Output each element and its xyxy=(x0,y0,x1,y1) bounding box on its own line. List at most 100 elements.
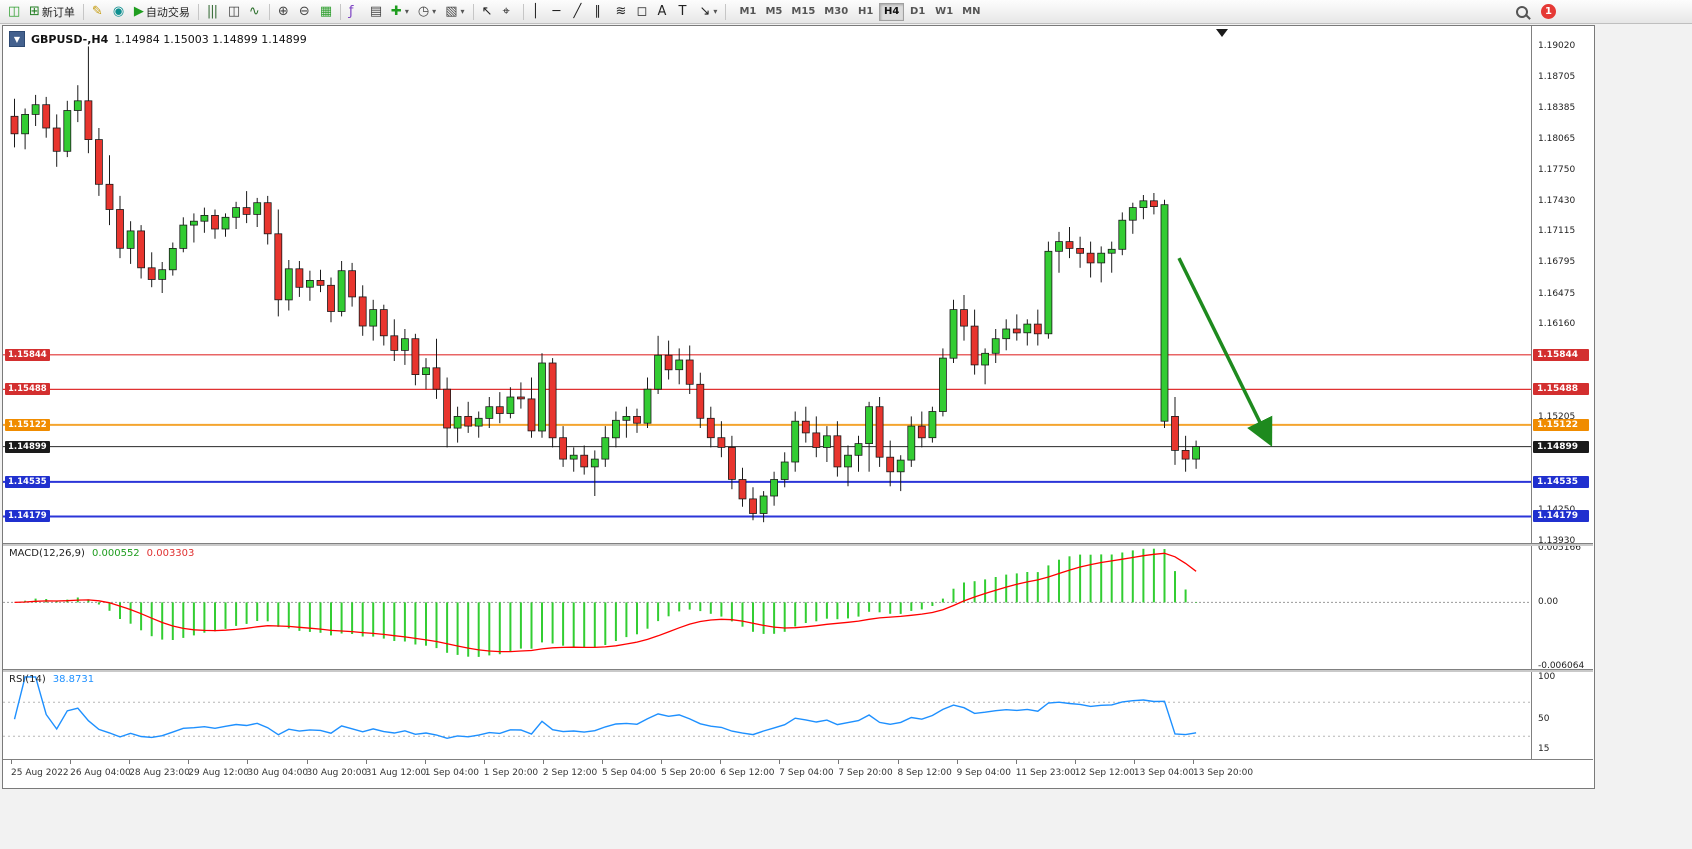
tile-windows-button[interactable]: ▦ xyxy=(316,2,336,22)
time-tick xyxy=(1193,760,1194,764)
timeframe-h1-button[interactable]: H1 xyxy=(853,3,878,21)
macd-value-signal: 0.003303 xyxy=(146,548,195,559)
bar-chart-button[interactable]: ||| xyxy=(203,2,223,22)
time-label: 26 Aug 04:00 xyxy=(70,768,131,778)
panel-splitter[interactable] xyxy=(3,543,1593,546)
fibonacci-icon: ≋ xyxy=(615,4,627,19)
timeframe-d1-button[interactable]: D1 xyxy=(905,3,930,21)
price-tag-right: 1.15488 xyxy=(1533,383,1589,395)
timeframe-m5-button[interactable]: M5 xyxy=(761,3,786,21)
rsi-axis-label: 50 xyxy=(1538,714,1550,724)
time-label: 7 Sep 04:00 xyxy=(779,768,834,778)
time-label: 1 Sep 20:00 xyxy=(483,768,539,778)
channel-button[interactable]: ∥ xyxy=(591,2,611,22)
rsi-panel-canvas[interactable] xyxy=(3,671,1531,759)
chart-window-icon-icon: ◫ xyxy=(8,4,20,19)
horizontal-lines xyxy=(3,354,1531,518)
chart-shift-marker[interactable] xyxy=(1216,29,1228,37)
price-tick: 1.18705 xyxy=(1538,72,1576,82)
search-button[interactable] xyxy=(1512,2,1532,22)
trendline-button[interactable]: ╱ xyxy=(570,2,590,22)
price-tick: 1.17430 xyxy=(1538,196,1576,206)
rsi-axis-label: 100 xyxy=(1538,672,1556,682)
shapes-icon: ◻ xyxy=(636,4,648,19)
objects-list-button[interactable]: ▤ xyxy=(366,2,386,22)
crosshair-button[interactable]: ⌖ xyxy=(499,2,519,22)
shapes-button[interactable]: ◻ xyxy=(633,2,653,22)
macd-value-main: 0.000552 xyxy=(91,548,140,559)
cursor-icon: ↖ xyxy=(481,4,493,19)
timeframe-m15-button[interactable]: M15 xyxy=(787,3,819,21)
time-tick xyxy=(188,760,190,764)
text-button[interactable]: A xyxy=(654,2,674,22)
toolbar-separator xyxy=(522,3,524,20)
vertical-line-button[interactable]: │ xyxy=(528,2,548,22)
line-chart-button[interactable]: ∿ xyxy=(245,2,265,22)
price-scale[interactable]: 1.19020 1.18705 1.18385 1.18065 1.17750 1.174… xyxy=(1531,26,1593,759)
fibonacci-button[interactable]: ≋ xyxy=(612,2,632,22)
toolbar-separator xyxy=(725,3,727,20)
macd-axis-label: -0.006064 xyxy=(1538,661,1585,671)
notification-badge[interactable]: 1 xyxy=(1541,4,1556,19)
templates-button[interactable]: ▧ ▾ xyxy=(441,2,468,22)
autotrading-button[interactable]: ▶ 自动交易 xyxy=(130,2,194,22)
metaeditor-button[interactable]: ✎ xyxy=(88,2,108,22)
time-tick xyxy=(11,760,12,764)
periods-button[interactable]: ◷ ▾ xyxy=(414,2,440,22)
chart-window-icon: ◫ xyxy=(4,2,24,22)
macd-axis-label: 0.00 xyxy=(1538,597,1559,607)
price-tag-right: 1.15844 xyxy=(1533,349,1589,361)
toolbar-right: 1 xyxy=(1512,2,1556,22)
time-label: 25 Aug 2022 xyxy=(11,768,69,778)
chevron-down-icon: ▾ xyxy=(432,7,437,16)
add-indicator-button[interactable]: ✚ ▾ xyxy=(387,2,413,22)
time-label: 30 Aug 04:00 xyxy=(247,768,309,778)
time-axis[interactable]: 25 Aug 2022 26 Aug 04:00 28 Aug 23:00 29 Au… xyxy=(3,759,1593,787)
rsi-label: RSI(14) xyxy=(9,674,46,685)
zoom-out-button[interactable]: ⊖ xyxy=(295,2,315,22)
bar-chart-icon: ||| xyxy=(206,4,218,19)
timeframe-m30-button[interactable]: M30 xyxy=(820,3,852,21)
one-click-trading-button[interactable]: ▼ xyxy=(9,31,25,47)
toolbar-separator xyxy=(472,3,474,20)
price-tag-right: 1.14899 xyxy=(1533,441,1589,453)
rsi-axis-label: 15 xyxy=(1538,744,1550,754)
panel-splitter[interactable] xyxy=(3,669,1593,672)
time-label: 31 Aug 12:00 xyxy=(365,768,427,778)
time-label: 12 Sep 12:00 xyxy=(1074,768,1135,778)
new-order-button[interactable]: ⊞ 新订单 xyxy=(25,2,79,22)
macd-panel-canvas[interactable] xyxy=(3,545,1531,669)
timeframe-w1-button[interactable]: W1 xyxy=(931,3,957,21)
chevron-down-icon: ▾ xyxy=(713,7,718,16)
cursor-button[interactable]: ↖ xyxy=(478,2,498,22)
channel-icon: ∥ xyxy=(594,4,601,19)
mql5-community-button[interactable]: ◉ xyxy=(109,2,129,22)
timeframe-mn-button[interactable]: MN xyxy=(958,3,984,21)
horizontal-line-button[interactable]: ─ xyxy=(549,2,569,22)
vertical-line-icon: │ xyxy=(531,4,540,19)
price-chart-canvas[interactable] xyxy=(3,26,1531,543)
zoom-in-button[interactable]: ⊕ xyxy=(274,2,294,22)
text-icon: A xyxy=(657,4,667,19)
timeframe-group: M1 M5 M15 M30 H1 H4 D1 W1 MN xyxy=(735,2,984,21)
time-label: 1 Sep 04:00 xyxy=(424,768,480,778)
timeframe-h4-button[interactable]: H4 xyxy=(879,2,905,21)
macd-label: MACD(12,26,9) xyxy=(9,548,85,559)
toolbar-separator xyxy=(82,3,84,20)
candlestick-chart-button[interactable]: ◫ xyxy=(224,2,244,22)
time-label: 5 Sep 04:00 xyxy=(602,768,657,778)
arrows-button[interactable]: ↘ ▾ xyxy=(696,2,722,22)
chart-quote-values: 1.14984 1.15003 1.14899 1.14899 xyxy=(114,32,307,46)
time-tick xyxy=(129,760,131,764)
time-tick xyxy=(1133,760,1135,764)
indicators-button[interactable]: ƒ xyxy=(345,2,365,22)
zoom-out-icon: ⊖ xyxy=(298,4,310,19)
time-tick xyxy=(838,760,840,764)
price-tick: 1.18065 xyxy=(1538,134,1576,144)
timeframe-m1-button[interactable]: M1 xyxy=(735,3,760,21)
trend-arrow-annotation[interactable] xyxy=(1177,257,1273,447)
label-button[interactable]: T xyxy=(675,2,695,22)
price-tick: 1.19020 xyxy=(1538,41,1576,51)
macd-axis-label: 0.005166 xyxy=(1538,543,1581,553)
price-tag-right: 1.14535 xyxy=(1533,476,1589,488)
